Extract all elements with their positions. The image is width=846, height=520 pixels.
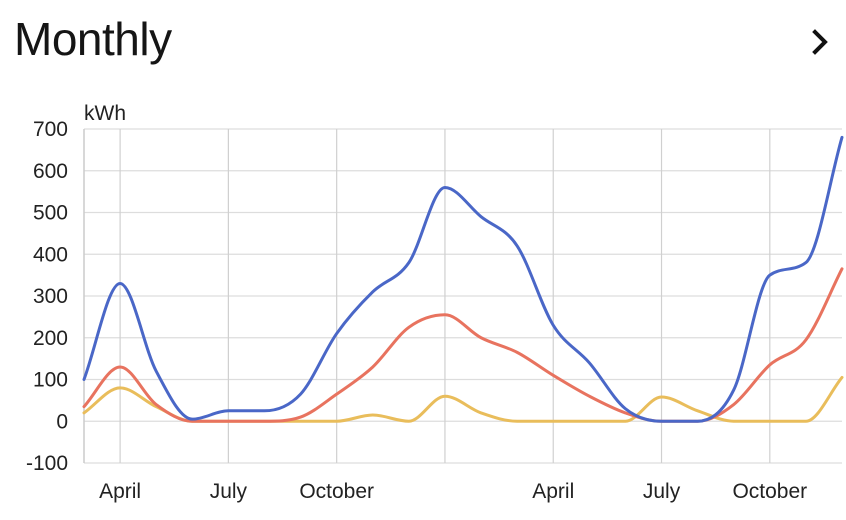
y-tick-label: 500 xyxy=(33,202,68,225)
next-button[interactable] xyxy=(800,18,840,66)
y-tick-label: 200 xyxy=(33,327,68,350)
series-layer xyxy=(82,135,844,423)
page-title: Monthly xyxy=(14,13,172,65)
y-tick-label: 400 xyxy=(33,243,68,266)
x-tick-label: October xyxy=(732,480,807,503)
y-tick-label: 0 xyxy=(56,410,68,433)
x-tick-label: April xyxy=(99,480,141,503)
y-tick-label: -100 xyxy=(26,452,68,475)
x-tick-label: April xyxy=(532,480,574,503)
y-tick-label: 300 xyxy=(33,285,68,308)
y-tick-label: 700 xyxy=(33,118,68,141)
grid xyxy=(83,128,842,464)
y-axis-unit-label: kWh xyxy=(84,102,126,125)
y-tick-label: 600 xyxy=(33,160,68,183)
series-line xyxy=(82,267,844,423)
x-tick-label: July xyxy=(210,480,248,503)
x-tick-label: July xyxy=(643,480,681,503)
chevron-right-icon xyxy=(809,27,831,57)
x-tick-label: October xyxy=(299,480,374,503)
series-line xyxy=(82,135,844,423)
y-tick-label: 100 xyxy=(33,369,68,392)
axis-labels: 700 600 500 400 300 200 100 0 -100 April July Octob… xyxy=(26,102,807,503)
